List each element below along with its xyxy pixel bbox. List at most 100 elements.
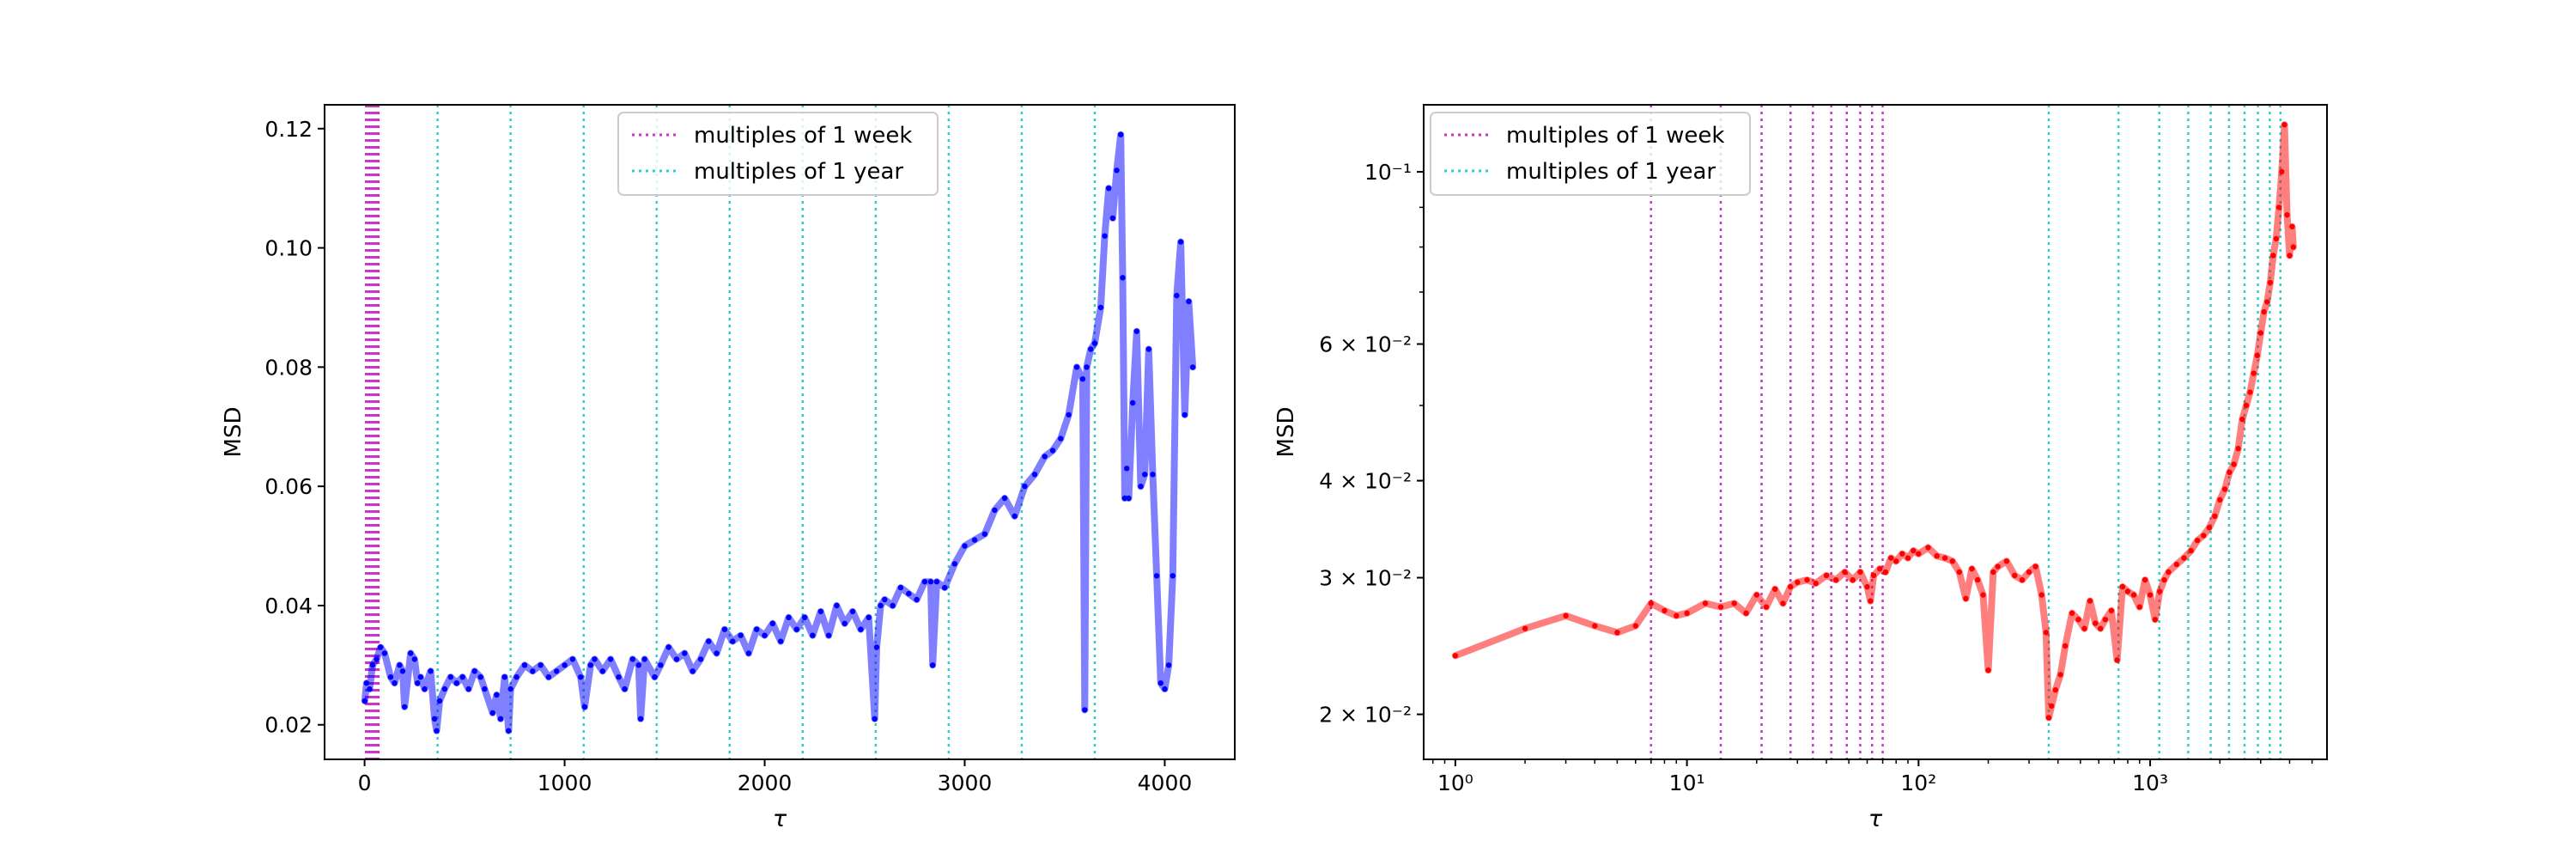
left-data-point — [1042, 454, 1048, 460]
left-x-axis-label: τ — [773, 806, 787, 832]
left-data-point — [374, 656, 380, 662]
right-data-point — [1916, 551, 1922, 557]
left-data-point — [1157, 680, 1164, 686]
left-data-point — [778, 638, 784, 644]
right-data-point — [1804, 576, 1810, 583]
right-data-point — [1788, 583, 1794, 590]
right-data-point — [2152, 617, 2158, 623]
left-data-point — [1130, 399, 1136, 406]
right-data-point — [1870, 572, 1877, 579]
left-data-point — [465, 685, 471, 692]
left-data-point — [673, 656, 680, 662]
x-tick-label: 4000 — [1138, 771, 1193, 795]
right-data-point — [2267, 279, 2274, 286]
right-data-point — [2264, 299, 2270, 305]
right-data-point — [1614, 630, 1620, 636]
left-data-point — [697, 656, 704, 662]
left-data-point — [378, 644, 384, 650]
left-data-point — [1150, 472, 1156, 478]
right-data-point — [2270, 253, 2276, 259]
left-data-point — [930, 662, 936, 668]
x-tick-label: 10⁰ — [1437, 771, 1473, 795]
left-data-point — [714, 650, 720, 656]
left-data-point — [690, 668, 696, 674]
left-data-point — [1106, 186, 1112, 192]
right-data-point — [2194, 538, 2201, 544]
y-tick-label: 6 × 10⁻² — [1319, 332, 1412, 356]
right-data-point — [2136, 604, 2142, 610]
left-data-point — [1049, 448, 1056, 454]
right-data-point — [2043, 630, 2049, 636]
right-data-point — [1963, 595, 1969, 601]
right-data-point — [1980, 592, 1986, 598]
right-data-point — [2124, 588, 2131, 594]
right-data-point — [1877, 566, 1883, 572]
y-tick-label: 3 × 10⁻² — [1319, 565, 1412, 590]
y-tick-label: 10⁻¹ — [1364, 160, 1412, 185]
left-data-point — [1138, 484, 1144, 490]
left-data-point — [1031, 472, 1038, 478]
left-data-point — [363, 680, 370, 686]
right-legend: multiples of 1 week multiples of 1 year — [1430, 112, 1751, 196]
x-tick-label: 0 — [358, 771, 372, 795]
right-y-axis-label: MSD — [1273, 407, 1299, 458]
right-data-point — [2012, 572, 2018, 579]
x-tick-label: 10² — [1900, 771, 1936, 795]
left-data-point — [738, 632, 744, 638]
left-data-point — [1162, 685, 1168, 692]
left-data-point — [637, 716, 644, 722]
right-data-point — [1780, 600, 1786, 606]
right-data-point — [2157, 588, 2163, 594]
left-data-point — [825, 632, 832, 638]
y-tick-label: 0.08 — [264, 355, 313, 380]
right-data-point — [1864, 583, 1870, 590]
y-tick-label: 0.02 — [264, 713, 313, 738]
left-data-point — [381, 650, 388, 656]
right-data-point — [2093, 620, 2099, 626]
left-data-point — [1084, 364, 1090, 370]
left-data-point — [459, 674, 465, 680]
y-tick-label: 0.10 — [264, 236, 313, 261]
right-reference-lines — [1649, 105, 2281, 759]
left-data-point — [417, 674, 423, 680]
right-data-point — [1995, 564, 2001, 570]
left-data-point — [971, 537, 978, 543]
right-data-point — [1522, 625, 1528, 631]
right-data-point — [2161, 576, 2167, 583]
left-data-point — [497, 716, 504, 722]
left-x-axis-ticks: 0 1000 2000 3000 4000 — [358, 759, 1193, 795]
left-data-point — [873, 644, 880, 650]
left-data-point — [962, 543, 968, 549]
left-data-point — [562, 662, 568, 668]
left-data-point — [1133, 328, 1140, 334]
left-data-point — [397, 662, 403, 668]
left-data-point — [1097, 304, 1104, 311]
right-data-point — [2102, 617, 2108, 623]
right-data-point — [2075, 617, 2081, 623]
left-data-point — [477, 674, 483, 680]
left-data-point — [1126, 495, 1132, 502]
right-data-point — [1941, 555, 1948, 561]
left-data-point — [1165, 662, 1172, 668]
left-data-point — [858, 626, 864, 632]
left-data-point — [607, 656, 614, 662]
right-data-point — [2063, 643, 2069, 649]
right-data-point — [1753, 592, 1759, 598]
left-data-point — [841, 620, 848, 626]
right-data-point — [2254, 352, 2260, 358]
left-data-point — [434, 728, 440, 734]
right-data-point — [2081, 625, 2087, 631]
right-data-point — [1985, 667, 1991, 673]
right-data-point — [2032, 564, 2038, 570]
right-data-point — [2239, 416, 2245, 423]
y-tick-label: 0.06 — [264, 474, 313, 499]
left-data-point — [1091, 340, 1098, 346]
left-data-point — [453, 680, 459, 686]
right-data-point — [2057, 672, 2063, 678]
left-data-point — [942, 584, 948, 591]
right-msd-series — [1451, 121, 2297, 722]
right-data-point — [1934, 553, 1940, 559]
left-data-point — [622, 685, 628, 692]
left-data-point — [906, 590, 912, 597]
right-data-point — [2235, 446, 2241, 452]
